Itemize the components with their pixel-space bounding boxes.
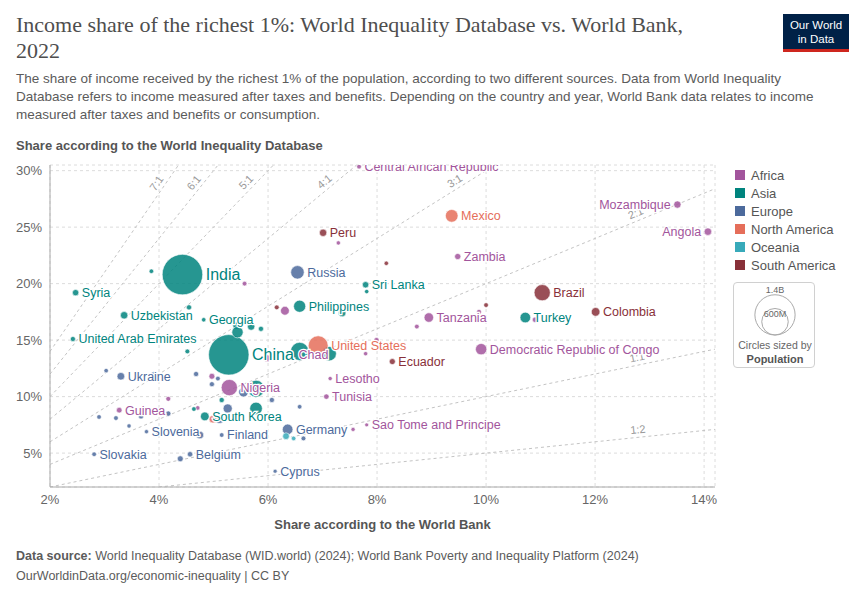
html-text:Our World: Our World bbox=[789, 19, 843, 31]
html-text:OurWorldinData.org/economic-in: OurWorldinData.org/economic-inequality |… bbox=[16, 569, 290, 583]
svg-text:Lesotho: Lesotho bbox=[335, 372, 380, 386]
svg-text:30%: 30% bbox=[16, 163, 42, 178]
svg-text:10%: 10% bbox=[16, 389, 42, 404]
svg-text:Ecuador: Ecuador bbox=[398, 355, 445, 369]
svg-text:Angola: Angola bbox=[662, 225, 701, 239]
svg-text:2%: 2% bbox=[41, 492, 60, 507]
svg-text:Slovenia: Slovenia bbox=[152, 425, 200, 439]
html-text:Europe: Europe bbox=[751, 203, 793, 219]
svg-text:Circles sized by: Circles sized by bbox=[738, 339, 812, 351]
html-text:North America: North America bbox=[751, 221, 834, 237]
svg-text:Finland: Finland bbox=[227, 428, 268, 442]
svg-text:1:2: 1:2 bbox=[630, 423, 646, 437]
svg-text:14%: 14% bbox=[691, 492, 717, 507]
svg-text:Sao Tome and Principe: Sao Tome and Principe bbox=[372, 418, 501, 432]
html-text:Share according to the World B: Share according to the World Bank bbox=[274, 517, 491, 532]
html-text:Africa: Africa bbox=[751, 167, 785, 183]
svg-text:6:1: 6:1 bbox=[184, 173, 203, 192]
svg-text:12%: 12% bbox=[582, 492, 608, 507]
svg-text:Tunisia: Tunisia bbox=[332, 390, 372, 404]
svg-text:1:1: 1:1 bbox=[628, 349, 646, 365]
svg-text:6%: 6% bbox=[259, 492, 278, 507]
svg-text:Tanzania: Tanzania bbox=[437, 311, 487, 325]
svg-text:Germany: Germany bbox=[296, 423, 348, 437]
svg-text:Colombia: Colombia bbox=[603, 305, 656, 319]
svg-text:4:1: 4:1 bbox=[315, 172, 334, 191]
html-text:Oceania: Oceania bbox=[751, 239, 800, 255]
html-text:in Data: in Data bbox=[797, 33, 835, 45]
svg-text:Belgium: Belgium bbox=[196, 448, 241, 462]
svg-text:Turkey: Turkey bbox=[534, 311, 572, 325]
svg-text:China: China bbox=[252, 346, 294, 363]
svg-text:Syria: Syria bbox=[82, 286, 111, 300]
svg-text:Ukraine: Ukraine bbox=[128, 370, 171, 384]
svg-text:600M: 600M bbox=[764, 309, 787, 319]
svg-text:Mozambique: Mozambique bbox=[599, 198, 671, 212]
html-text:Income share of the richest 1%: Income share of the richest 1%: World In… bbox=[16, 12, 684, 63]
svg-text:25%: 25% bbox=[16, 220, 42, 235]
svg-text:Brazil: Brazil bbox=[553, 286, 584, 300]
svg-text:Sri Lanka: Sri Lanka bbox=[372, 278, 425, 292]
svg-text:Chad: Chad bbox=[299, 348, 329, 362]
svg-text:3:1: 3:1 bbox=[445, 172, 464, 190]
svg-text:10%: 10% bbox=[473, 492, 499, 507]
svg-text:Georgia: Georgia bbox=[209, 313, 254, 327]
html-text:South America: South America bbox=[751, 257, 836, 273]
svg-text:Zambia: Zambia bbox=[464, 250, 506, 264]
svg-text:Mexico: Mexico bbox=[461, 209, 501, 223]
svg-text:Peru: Peru bbox=[330, 226, 356, 240]
html-text:Share according to the World I: Share according to the World Inequality … bbox=[16, 138, 323, 153]
svg-text:Central African Republic: Central African Republic bbox=[364, 165, 498, 174]
svg-text:1.4B: 1.4B bbox=[766, 285, 785, 295]
svg-text:Guinea: Guinea bbox=[125, 404, 165, 418]
svg-text:United Arab Emirates: United Arab Emirates bbox=[78, 332, 196, 346]
svg-text:4%: 4% bbox=[150, 492, 169, 507]
svg-text:India: India bbox=[206, 266, 241, 283]
svg-text:Population: Population bbox=[747, 353, 804, 365]
svg-text:South Korea: South Korea bbox=[212, 410, 282, 424]
svg-text:2:1: 2:1 bbox=[626, 204, 645, 222]
svg-text:5%: 5% bbox=[23, 446, 42, 461]
svg-text:United States: United States bbox=[331, 339, 406, 353]
html-text:Asia: Asia bbox=[751, 185, 777, 201]
svg-text:Cyprus: Cyprus bbox=[280, 465, 320, 479]
html-text:The share of income received b: The share of income received by the rich… bbox=[16, 71, 814, 122]
svg-text:20%: 20% bbox=[16, 276, 42, 291]
svg-text:15%: 15% bbox=[16, 333, 42, 348]
svg-text:8%: 8% bbox=[368, 492, 387, 507]
html-text:Data source: World Inequality: Data source: World Inequality Database (… bbox=[16, 549, 639, 563]
svg-text:5:1: 5:1 bbox=[236, 172, 255, 191]
svg-text:Slovakia: Slovakia bbox=[99, 448, 146, 462]
svg-text:Nigeria: Nigeria bbox=[240, 381, 280, 395]
svg-text:Russia: Russia bbox=[307, 266, 345, 280]
svg-text:7:1: 7:1 bbox=[147, 173, 166, 192]
svg-text:Philippines: Philippines bbox=[309, 300, 369, 314]
svg-text:Uzbekistan: Uzbekistan bbox=[131, 309, 193, 323]
svg-text:Democratic Republic of Congo: Democratic Republic of Congo bbox=[490, 343, 660, 357]
